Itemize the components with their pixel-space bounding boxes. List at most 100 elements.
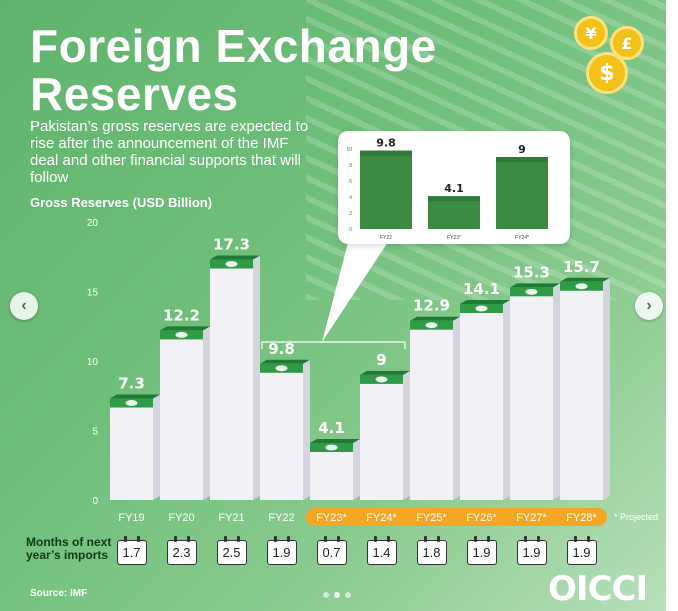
x-tick-label: FY19 (118, 512, 144, 524)
x-tick-label: FY22 (268, 512, 294, 524)
bar-side (353, 439, 360, 500)
inset-x-tick-label: FY23* (447, 235, 461, 241)
inset-y-tick-label: 2 (349, 211, 352, 217)
months-value-box: 1.7 (116, 536, 147, 565)
bar-value-label: 15.3 (513, 263, 550, 281)
bar-value-label: 7.3 (118, 375, 145, 393)
carousel-dot[interactable] (323, 592, 329, 598)
bar-cap-emblem (575, 283, 588, 290)
bar-value-label: 12.2 (163, 306, 200, 324)
inset-y-tick-label: 0 (349, 227, 352, 233)
x-tick-label: FY26* (466, 512, 497, 524)
x-tick-label: FY25* (416, 512, 447, 524)
bar-side (203, 326, 210, 500)
months-value-box: 1.9 (566, 536, 597, 565)
bar (360, 374, 403, 500)
bar-value-label: 4.1 (318, 419, 345, 437)
inset-bracket (261, 341, 406, 349)
bar-cap-top (410, 316, 460, 321)
months-value-box: 1.8 (416, 536, 447, 565)
inset-bar-cap (428, 196, 480, 202)
bar (110, 398, 153, 500)
bar-cap-top (510, 283, 560, 288)
bar-side (453, 316, 460, 500)
subtitle: Pakistan’s gross reserves are expected t… (30, 118, 309, 186)
bar-cap-emblem (175, 331, 188, 338)
dollar-coin-icon: $ (586, 52, 628, 94)
months-value-box: 2.5 (216, 536, 247, 565)
carousel-dot-active[interactable] (334, 592, 340, 598)
bar-cap-emblem (475, 305, 488, 312)
inset-y-tick-label: 10 (346, 147, 352, 153)
projected-note: * Projected (614, 512, 659, 522)
currency-coins-icon: ¥ £ $ (572, 16, 662, 96)
carousel-dots (323, 592, 351, 598)
projected-highlight-band (306, 508, 607, 526)
inset-x-tick-label: FY24* (515, 235, 529, 241)
bar-value-label: 9 (376, 351, 386, 369)
inset-bar-cap (360, 150, 412, 156)
bar-cap-top (360, 370, 410, 375)
bar-cap-top (460, 300, 510, 305)
bar-side (553, 283, 560, 500)
x-tick-label: FY28* (566, 512, 597, 524)
bar (210, 259, 253, 500)
months-value-box: 1.4 (366, 536, 397, 565)
bar-cap-emblem (425, 322, 438, 329)
months-value-box: 1.9 (466, 536, 497, 565)
inset-value-label: 9.8 (376, 137, 396, 150)
bar (160, 330, 203, 500)
inset-value-label: 9 (518, 143, 526, 156)
bar-cap-emblem (125, 400, 138, 407)
previous-slide-button[interactable]: ‹ (10, 292, 38, 320)
months-of-imports-label: Months of next year’s imports (26, 535, 112, 562)
x-tick-label: FY20 (168, 512, 194, 524)
bar-cap-top (210, 255, 260, 260)
title-line-2: Reserves (30, 68, 239, 120)
bar-cap-emblem (225, 261, 238, 268)
bar (260, 363, 303, 500)
title-line-1: Foreign Exchange (30, 20, 437, 72)
bar (410, 320, 453, 500)
bar-side (503, 300, 510, 500)
bar-cap-emblem (375, 376, 388, 383)
inset-bar (428, 196, 480, 229)
inset-y-tick-label: 4 (349, 195, 352, 201)
x-tick-label: FY21 (218, 512, 244, 524)
y-tick-label: 10 (87, 357, 99, 368)
bar (460, 304, 503, 500)
yen-coin-icon: ¥ (574, 16, 608, 50)
months-value-box: 1.9 (266, 536, 297, 565)
carousel-dot[interactable] (345, 592, 351, 598)
months-value-box: 2.3 (166, 536, 197, 565)
inset-x-tick-label: FY22 (380, 235, 392, 241)
inset-bar (360, 150, 412, 229)
bar-side (303, 359, 310, 500)
bar-cap-emblem (275, 365, 288, 372)
bar-cap-top (110, 394, 160, 399)
bar-side (403, 370, 410, 500)
bar-cap-emblem (525, 288, 538, 295)
inset-y-tick-label: 6 (349, 179, 352, 185)
inset-value-label: 4.1 (444, 182, 464, 195)
bar-cap-emblem (325, 444, 338, 451)
y-axis-label: Gross Reserves (USD Billion) (30, 195, 213, 210)
bar-cap-top (160, 326, 210, 331)
source-note: Source: IMF (30, 588, 88, 599)
bar-side (153, 394, 160, 500)
inset-chart-callout: 0 2 4 6 8 10 9.8 FY22 4.1 FY23* 9 FY24* (338, 131, 570, 244)
months-value-box: 1.9 (516, 536, 547, 565)
next-slide-button[interactable]: › (635, 292, 663, 320)
inset-bar-chart: 0 2 4 6 8 10 9.8 FY22 4.1 FY23* 9 FY24* (346, 137, 548, 241)
y-tick-label: 15 (87, 288, 99, 299)
inset-bar-cap (496, 157, 548, 162)
bar-side (603, 277, 610, 500)
bar-cap-top (260, 359, 310, 364)
callout-pointer (322, 235, 388, 342)
months-value-box: 0.7 (316, 536, 347, 565)
x-tick-label: FY23* (316, 512, 347, 524)
bar-cap-top (560, 277, 610, 282)
bar (510, 287, 553, 500)
bar-value-label: 14.1 (463, 280, 500, 298)
